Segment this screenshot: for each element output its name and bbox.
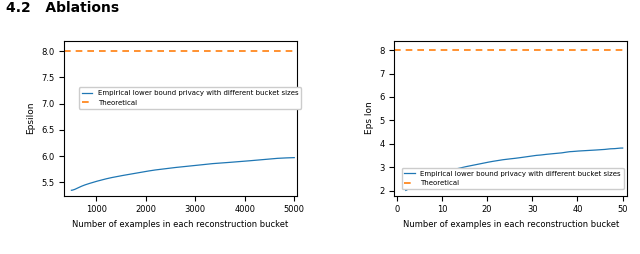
Empirical lower bound privacy with different bucket sizes (109, 176, 116, 179)
X-axis label: Number of examples in each reconstruction bucket: Number of examples in each reconstructio… (72, 220, 289, 229)
Theoretical (43, 50, 51, 53)
Empirical lower bound privacy with different bucket sizes (534, 154, 542, 157)
Empirical lower bound privacy with different bucket sizes (291, 156, 298, 159)
Text: 4.2   Ablations: 4.2 Ablations (6, 1, 120, 15)
Empirical lower bound privacy with different bucket sizes (531, 154, 538, 157)
Legend: Empirical lower bound privacy with different bucket sizes, Theoretical: Empirical lower bound privacy with diffe… (401, 168, 624, 189)
Y-axis label: Epsilon: Epsilon (26, 102, 35, 134)
Empirical lower bound privacy with different bucket sizes (403, 189, 410, 192)
Theoretical (397, 49, 405, 52)
Empirical lower bound privacy with different bucket sizes (619, 147, 627, 150)
Empirical lower bound privacy with different bucket sizes (127, 172, 134, 176)
Line: Empirical lower bound privacy with different bucket sizes: Empirical lower bound privacy with diffe… (406, 148, 623, 190)
Empirical lower bound privacy with different bucket sizes (598, 148, 606, 151)
Empirical lower bound privacy with different bucket sizes (402, 189, 410, 192)
Empirical lower bound privacy with different bucket sizes (585, 149, 593, 152)
X-axis label: Number of examples in each reconstruction bucket: Number of examples in each reconstructio… (403, 220, 619, 229)
Empirical lower bound privacy with different bucket sizes (68, 189, 76, 192)
Empirical lower bound privacy with different bucket sizes (279, 156, 287, 160)
Empirical lower bound privacy with different bucket sizes (81, 183, 89, 186)
Empirical lower bound privacy with different bucket sizes (271, 157, 279, 160)
Y-axis label: Eps lon: Eps lon (365, 102, 374, 134)
Theoretical (43, 50, 51, 53)
Empirical lower bound privacy with different bucket sizes (531, 154, 539, 157)
Empirical lower bound privacy with different bucket sizes (77, 185, 84, 188)
Legend: Empirical lower bound privacy with different bucket sizes, Theoretical: Empirical lower bound privacy with diffe… (79, 87, 301, 109)
Theoretical (393, 49, 401, 52)
Line: Empirical lower bound privacy with different bucket sizes: Empirical lower bound privacy with diffe… (72, 158, 294, 190)
